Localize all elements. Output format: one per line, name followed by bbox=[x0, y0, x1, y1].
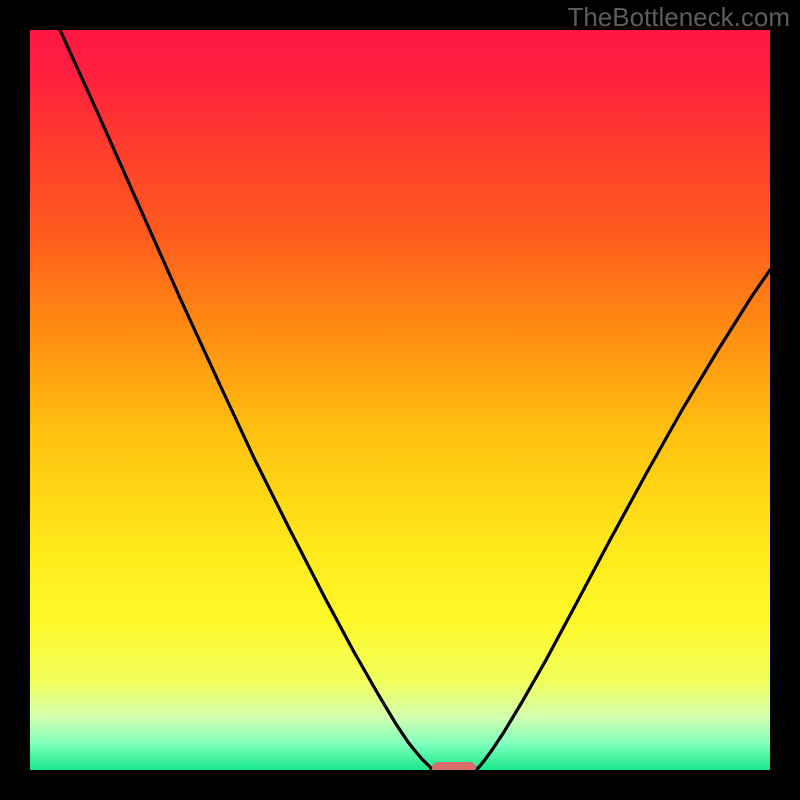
chart-frame: TheBottleneck.com bbox=[0, 0, 800, 800]
bottleneck-chart bbox=[0, 0, 800, 800]
gradient-background bbox=[30, 30, 770, 770]
watermark-text: TheBottleneck.com bbox=[567, 2, 790, 33]
bottleneck-marker bbox=[432, 762, 476, 774]
